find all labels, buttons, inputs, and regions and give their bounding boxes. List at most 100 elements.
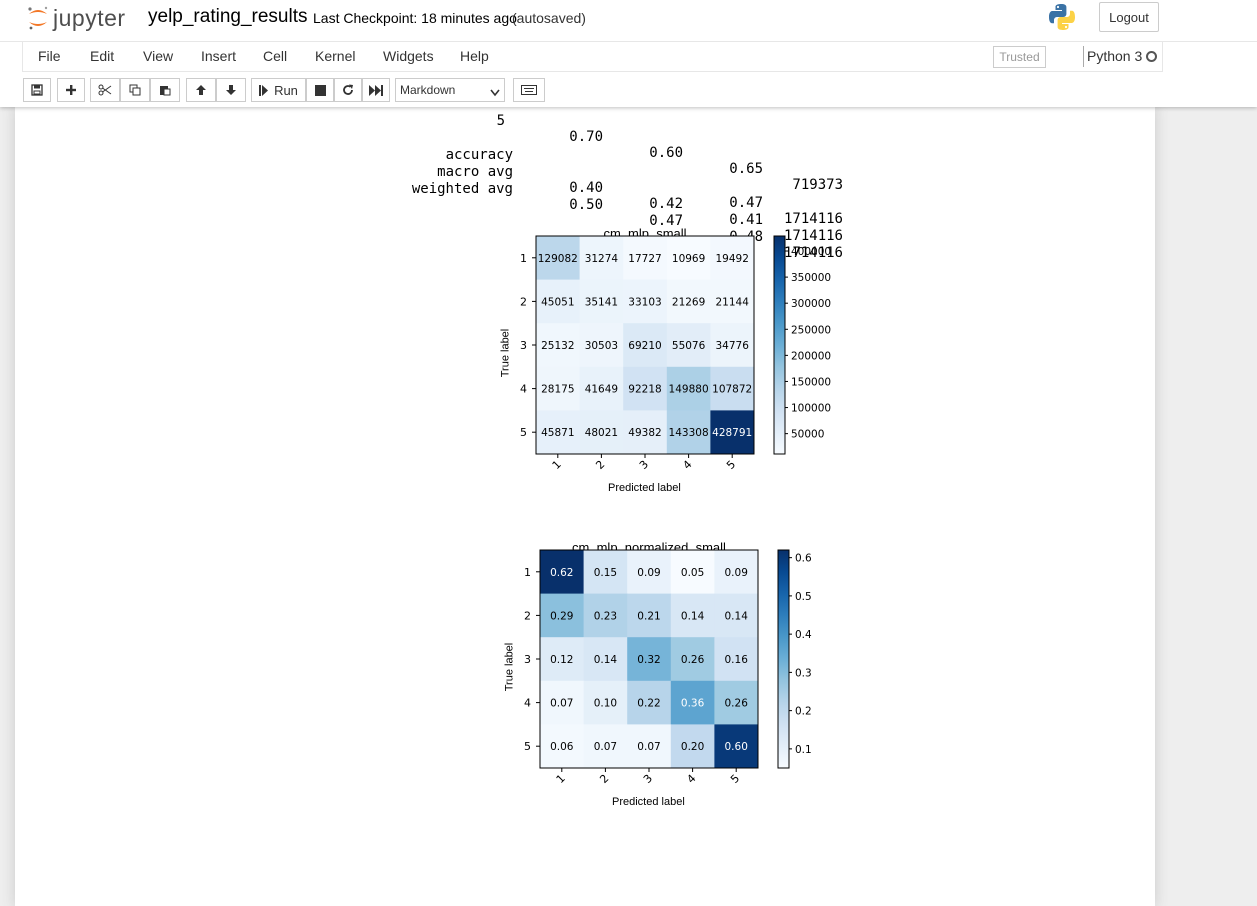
notebook-header: jupyter yelp_rating_results Last Checkpo… bbox=[0, 0, 1257, 107]
heatmap-cell bbox=[536, 279, 581, 324]
cell-value-label: 0.14 bbox=[594, 654, 618, 666]
menu-cell[interactable]: Cell bbox=[263, 48, 288, 64]
y-axis-label: True label bbox=[499, 328, 512, 378]
save-icon bbox=[31, 84, 43, 96]
x-tick-label: 4 bbox=[680, 458, 694, 472]
chevron-down-icon bbox=[490, 86, 500, 100]
run-button[interactable]: Run bbox=[251, 78, 306, 102]
notebook-name[interactable]: yelp_rating_results bbox=[148, 6, 308, 27]
colorbar-tick-label: 0.2 bbox=[795, 706, 812, 718]
kernel-name[interactable]: Python 3 bbox=[1087, 48, 1143, 64]
paste-button[interactable] bbox=[150, 78, 180, 102]
confusion-matrix-normalized-figure: cm_mlp_normalized_small 0.62 0.15 0.09 0.05… bbox=[499, 535, 839, 815]
cell-value-label: 0.23 bbox=[594, 610, 617, 622]
restart-run-all-button[interactable] bbox=[362, 78, 390, 102]
heatmap-cell bbox=[540, 593, 585, 638]
trusted-indicator[interactable]: Trusted bbox=[993, 46, 1046, 68]
report-cell: 0.50 bbox=[569, 197, 603, 213]
colorbar bbox=[777, 549, 790, 769]
report-cell: 0.47 bbox=[729, 195, 763, 211]
save-button[interactable] bbox=[23, 78, 51, 102]
heatmap-cell bbox=[666, 279, 711, 324]
heatmap-cell bbox=[623, 279, 668, 324]
y-tick-label: 2 bbox=[520, 295, 527, 308]
restart-button[interactable] bbox=[334, 78, 362, 102]
heatmap-cell bbox=[670, 680, 715, 725]
report-cell: 0.42 bbox=[649, 196, 683, 212]
cell-value-label: 21269 bbox=[672, 296, 705, 308]
heatmap-cell bbox=[579, 410, 624, 455]
cell-value-label: 0.12 bbox=[550, 654, 573, 666]
cell-value-label: 0.26 bbox=[681, 654, 705, 666]
menu-file[interactable]: File bbox=[38, 48, 61, 64]
cell-type-select[interactable]: Markdown bbox=[395, 78, 505, 102]
heatmap-cell bbox=[540, 637, 585, 682]
heatmap-cell bbox=[540, 724, 585, 769]
y-tick-label: 4 bbox=[524, 697, 531, 710]
cell-value-label: 17727 bbox=[628, 253, 661, 265]
menu-kernel[interactable]: Kernel bbox=[315, 48, 356, 64]
jupyter-logo[interactable]: jupyter bbox=[27, 3, 137, 33]
colorbar-tick-label: 200000 bbox=[791, 350, 831, 362]
heatmap-cell bbox=[666, 323, 711, 368]
heatmap-cell bbox=[710, 410, 755, 455]
heatmap-cell bbox=[666, 236, 711, 281]
heatmap-cell bbox=[627, 724, 672, 769]
heatmap-cell bbox=[710, 366, 755, 411]
heatmap-cell bbox=[583, 724, 628, 769]
logout-button[interactable]: Logout bbox=[1099, 2, 1159, 32]
jupyter-logo-text: jupyter bbox=[53, 4, 126, 31]
colorbar-tick-label: 50000 bbox=[791, 429, 824, 441]
x-axis-label: Predicted label bbox=[612, 796, 685, 808]
heatmap-cell bbox=[583, 550, 628, 595]
heatmap-cell bbox=[623, 323, 668, 368]
cell-value-label: 45051 bbox=[541, 296, 574, 308]
x-tick-label: 3 bbox=[641, 772, 655, 786]
move-down-button[interactable] bbox=[216, 78, 246, 102]
report-row: macro avg 0.40 0.42 0.41 1714116 bbox=[15, 148, 843, 244]
menu-insert[interactable]: Insert bbox=[201, 48, 237, 64]
heatmap-cell bbox=[536, 410, 581, 455]
y-axis-label: True label bbox=[503, 642, 516, 692]
move-up-button[interactable] bbox=[186, 78, 216, 102]
heatmap-cell bbox=[536, 366, 581, 411]
command-palette-button[interactable] bbox=[513, 78, 545, 102]
heatmap-cell bbox=[670, 724, 715, 769]
cell-value-label: 0.62 bbox=[550, 567, 573, 579]
arrow-up-icon bbox=[195, 84, 207, 96]
menu-help[interactable]: Help bbox=[460, 48, 489, 64]
heatmap-cell bbox=[714, 680, 759, 725]
cell-value-label: 0.09 bbox=[637, 567, 660, 579]
copy-button[interactable] bbox=[120, 78, 150, 102]
report-cell: 5 bbox=[496, 113, 505, 129]
report-cell: 1714116 bbox=[783, 245, 843, 261]
paste-icon bbox=[159, 84, 171, 96]
x-tick-label: 2 bbox=[593, 458, 607, 472]
insert-cell-button[interactable] bbox=[57, 78, 85, 102]
kernel-separator bbox=[1083, 46, 1084, 67]
run-label: Run bbox=[274, 82, 298, 98]
cut-button[interactable] bbox=[90, 78, 120, 102]
menu-edit[interactable]: Edit bbox=[90, 48, 115, 64]
menu-view[interactable]: View bbox=[143, 48, 174, 64]
menu-widgets[interactable]: Widgets bbox=[383, 48, 434, 64]
report-partial-row: 5 0.70 0.60 0.65 719373 bbox=[15, 107, 843, 193]
cell-value-label: 34776 bbox=[715, 340, 749, 352]
cell-value-label: 0.26 bbox=[725, 698, 749, 710]
interrupt-button[interactable] bbox=[306, 78, 334, 102]
cell-value-label: 107872 bbox=[712, 384, 752, 396]
checkpoint-status: Last Checkpoint: 18 minutes ago bbox=[313, 10, 517, 26]
y-tick-label: 1 bbox=[520, 252, 527, 265]
cell-value-label: 48021 bbox=[585, 427, 618, 439]
colorbar-tick-label: 100000 bbox=[791, 403, 831, 415]
x-tick-label: 5 bbox=[728, 772, 742, 786]
colorbar-tick-label: 0.5 bbox=[795, 591, 812, 603]
arrow-down-icon bbox=[225, 84, 237, 96]
cell-value-label: 41649 bbox=[585, 384, 618, 396]
colorbar bbox=[773, 235, 786, 455]
plus-icon bbox=[65, 84, 77, 96]
cell-value-label: 0.29 bbox=[550, 610, 573, 622]
heatmap-cell bbox=[666, 366, 711, 411]
markdown-separator: ----------------------------------------… bbox=[145, 866, 987, 874]
cell-value-label: 149880 bbox=[669, 384, 709, 396]
